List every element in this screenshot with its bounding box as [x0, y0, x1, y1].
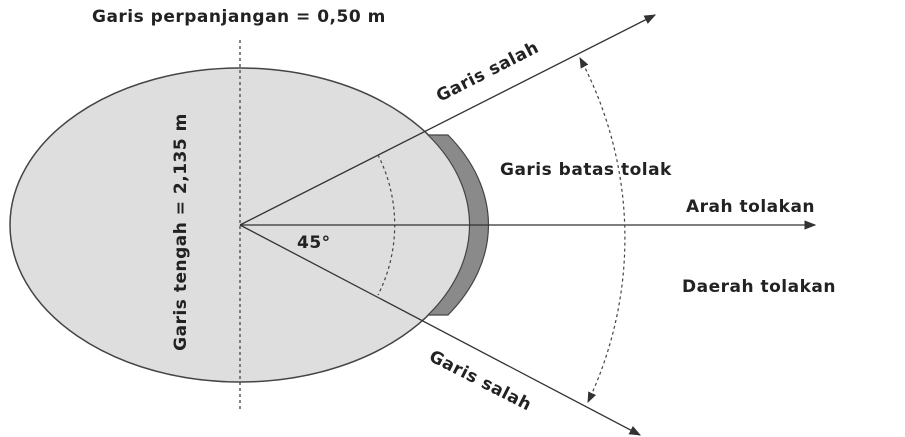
- foul-top-label: Garis salah: [433, 38, 542, 107]
- foul-line-top: [239, 14, 657, 226]
- stop-board-label: Garis batas tolak: [500, 160, 672, 180]
- angle-arc: [377, 154, 396, 296]
- direction-label: Arah tolakan: [686, 197, 815, 217]
- diameter-label: Garis tengah = 2,135 m: [171, 113, 191, 351]
- sector-label: Daerah tolakan: [682, 277, 836, 297]
- stop-board: [426, 134, 490, 316]
- foul-bottom-label: Garis salah: [426, 347, 535, 416]
- foul-line-bottom: [239, 224, 642, 436]
- extension-label: Garis perpanjangan = 0,50 m: [92, 7, 386, 27]
- angle-label: 45°: [297, 233, 331, 253]
- sector-arc: [579, 57, 626, 403]
